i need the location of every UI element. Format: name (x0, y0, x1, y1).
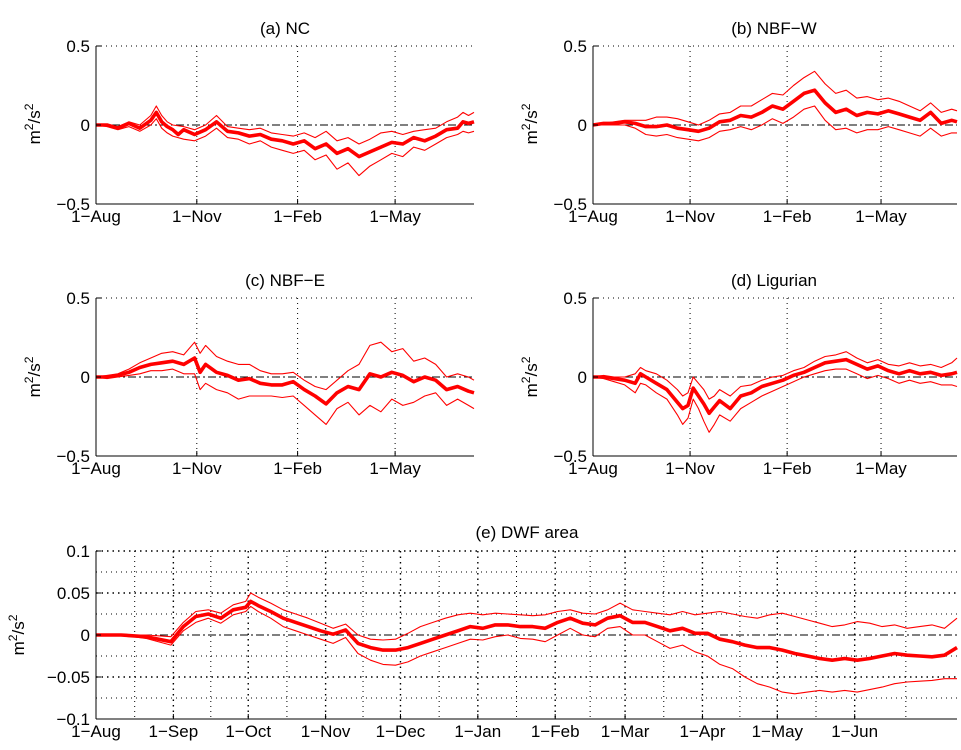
x-tick-label: 1−May (369, 459, 421, 478)
panel-title: (a) NC (260, 19, 310, 38)
x-tick-label: 1−May (855, 207, 907, 226)
series-upper-line (95, 341, 475, 391)
series-upper-line (96, 592, 958, 641)
y-axis-label: m2/s2 (519, 356, 541, 397)
x-tick-label: 1−Nov (301, 722, 351, 741)
y-tick-label: 0 (578, 116, 587, 135)
x-tick-label: 1−Feb (531, 722, 580, 741)
x-tick-label: 1−Nov (172, 459, 222, 478)
series-upper-line (96, 105, 475, 145)
x-tick-label: 1−Apr (680, 722, 726, 741)
y-tick-label: 0 (81, 116, 90, 135)
series-lower-line (593, 105, 957, 142)
x-tick-label: 1−Jan (454, 722, 501, 741)
y-tick-label: 0.5 (66, 289, 90, 308)
series-lower-line (95, 118, 475, 177)
y-axis-label: m2/s2 (22, 356, 44, 397)
x-tick-label: 1−Nov (172, 207, 222, 226)
x-tick-label: 1−Aug (71, 722, 121, 741)
y-tick-label: 0.5 (66, 37, 90, 56)
x-tick-label: 1−Aug (71, 459, 121, 478)
x-tick-label: 1−May (369, 207, 421, 226)
x-tick-label: 1−Nov (665, 459, 715, 478)
x-tick-label: 1−Oct (225, 722, 271, 741)
panel-d-ligurian: −0.5 0 0.5 1−Aug 1−Nov 1−Feb 1−May (d) Ligurian… (519, 271, 958, 478)
y-tick-label: −0.1 (56, 710, 90, 729)
x-tick-label: 1−Aug (71, 207, 121, 226)
series-mean-line (96, 599, 958, 663)
x-tick-label: 1−May (752, 722, 804, 741)
y-axis-label: m2/s2 (22, 103, 44, 144)
y-tick-label: 0 (81, 626, 90, 645)
panel-c-nbf-e: −0.5 0 0.5 1−Aug 1−Nov 1−Feb 1−May (c) NBF−E m2/… (22, 271, 475, 478)
y-tick-label: −0.5 (56, 195, 90, 214)
series-upper-line (592, 70, 958, 126)
series-lower-line (96, 605, 957, 695)
panel-a-nc: −0.5 0 0.5 1−Aug 1−Nov 1−Feb 1−May (a) NC m2/s2 (22, 19, 475, 226)
panel-title: (c) NBF−E (245, 271, 325, 290)
y-tick-label: 0.1 (66, 542, 90, 561)
x-tick-label: 1−Mar (601, 722, 650, 741)
panel-b-nbf-w: −0.5 0 0.5 1−Aug 1−Nov 1−Feb 1−May (b) NBF−W m2/… (519, 19, 958, 226)
x-tick-label: 1−May (855, 459, 907, 478)
x-tick-label: 1−Feb (273, 459, 322, 478)
series-mean-line (593, 357, 958, 416)
series-lower-line (95, 368, 475, 425)
x-tick-label: 1−Feb (763, 459, 812, 478)
series-upper-line (592, 351, 958, 400)
y-tick-label: −0.5 (553, 195, 587, 214)
series-mean-line (96, 110, 475, 159)
y-tick-label: 0.5 (563, 37, 587, 56)
panel-title: (e) DWF area (476, 523, 580, 542)
x-tick-label: 1−Nov (665, 207, 715, 226)
panel-title: (b) NBF−W (731, 19, 816, 38)
x-tick-label: 1−Aug (568, 207, 618, 226)
x-tick-label: 1−Feb (763, 207, 812, 226)
x-tick-label: 1−Sep (149, 722, 199, 741)
y-tick-label: 0 (578, 368, 587, 387)
series-mean-line (592, 88, 958, 134)
panel-e-dwf-area: −0.1 −0.05 0 0.05 0.1 1−Aug 1−Sep 1−Oct 1−Nov 1−D… (6, 523, 958, 741)
panel-title: (d) Ligurian (731, 271, 817, 290)
y-axis-label: m2/s2 (6, 614, 28, 655)
x-tick-label: 1−Feb (273, 207, 322, 226)
x-tick-label: 1−Aug (568, 459, 618, 478)
series-mean-line (96, 356, 475, 406)
y-tick-label: 0.5 (563, 289, 587, 308)
x-tick-label: 1−Jun (831, 722, 878, 741)
y-tick-label: −0.5 (553, 447, 587, 466)
y-tick-label: 0.05 (57, 584, 90, 603)
y-tick-label: −0.5 (56, 447, 90, 466)
y-tick-label: −0.05 (47, 668, 90, 687)
y-axis-label: m2/s2 (519, 103, 541, 144)
x-tick-label: 1−Dec (376, 722, 426, 741)
y-tick-label: 0 (81, 368, 90, 387)
series-lower-line (592, 368, 958, 433)
